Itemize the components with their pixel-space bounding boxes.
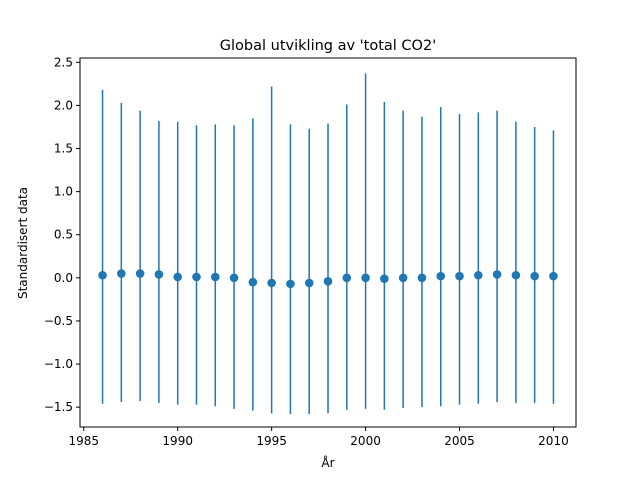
data-point	[173, 272, 182, 282]
data-point	[436, 271, 446, 281]
y-axis: −1.5 −1.0 −0.5 0.0 0.5 1.0 1.5 2.0 2.5	[44, 55, 80, 414]
x-tick-label: 2005	[444, 434, 475, 448]
axes-frame	[79, 57, 577, 428]
plot-area	[98, 73, 558, 415]
y-tick-label: 2.0	[54, 98, 73, 112]
y-axis-label: Standardisert data	[16, 187, 30, 299]
data-point	[192, 272, 201, 282]
x-tick-label: 1995	[256, 434, 287, 448]
y-tick-label: 1.0	[54, 185, 73, 199]
data-point	[154, 270, 164, 279]
data-point	[98, 270, 107, 280]
data-point	[380, 274, 389, 284]
data-point	[417, 273, 427, 283]
x-tick-label: 2000	[350, 434, 381, 448]
data-point	[286, 279, 295, 289]
x-axis-label: År	[321, 455, 334, 470]
data-point	[210, 272, 220, 282]
y-tick-label: −1.0	[44, 357, 73, 371]
data-point	[549, 271, 558, 281]
data-point	[474, 270, 483, 280]
y-tick-label: −1.5	[44, 400, 73, 414]
data-point	[530, 271, 539, 281]
data-point	[117, 269, 126, 278]
data-point	[361, 273, 370, 283]
x-axis: 1985 1990 1995 2000 2005 2010	[68, 427, 569, 448]
data-point	[492, 270, 502, 279]
data-point	[135, 269, 145, 278]
data-point	[267, 278, 276, 288]
x-tick-label: 1990	[162, 434, 193, 448]
data-point	[229, 273, 239, 283]
x-tick-label: 1985	[68, 434, 99, 448]
data-point	[511, 270, 521, 280]
y-tick-label: 1.5	[54, 142, 73, 156]
data-point	[304, 278, 314, 288]
y-tick-label: 0.5	[54, 228, 73, 242]
x-tick-label: 2010	[538, 434, 569, 448]
data-point	[398, 273, 408, 283]
y-tick-label: 2.5	[54, 55, 73, 69]
data-point	[323, 276, 333, 286]
data-point	[248, 277, 258, 287]
data-point	[342, 273, 352, 283]
chart-title: Global utvikling av 'total CO2'	[220, 38, 436, 54]
y-tick-label: 0.0	[54, 271, 73, 285]
y-tick-label: −0.5	[44, 314, 73, 328]
data-point	[455, 271, 464, 281]
